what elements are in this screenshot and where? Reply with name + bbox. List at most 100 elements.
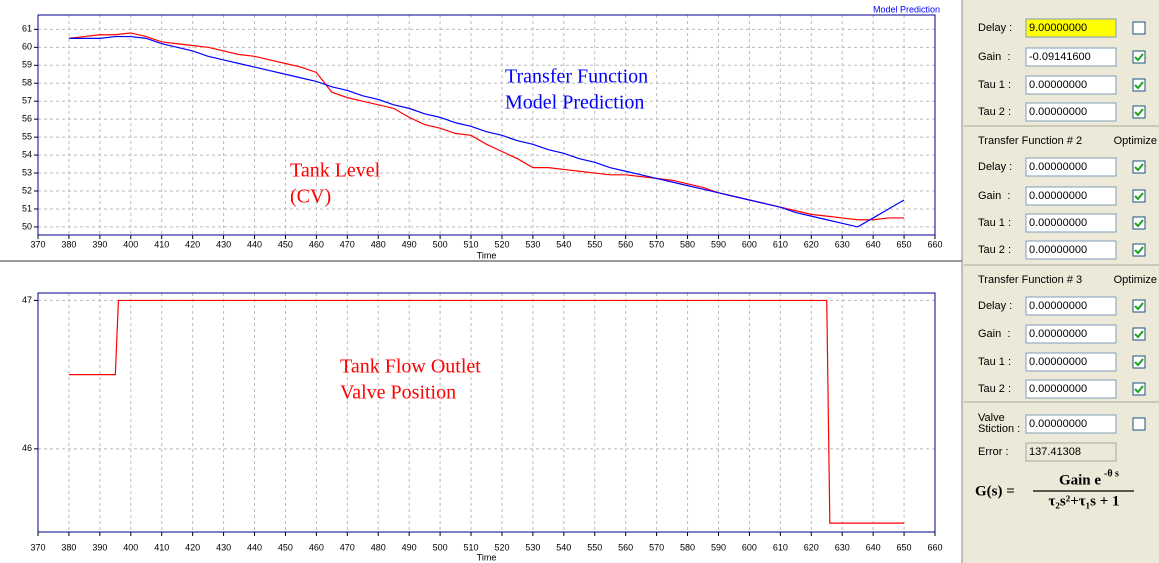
- check-mark: [1134, 219, 1144, 228]
- y-tick-label: 53: [22, 167, 32, 177]
- y-tick-label: 50: [22, 221, 32, 231]
- field-label: Delay :: [978, 22, 1012, 34]
- checkbox[interactable]: [1132, 299, 1146, 313]
- input-box[interactable]: [1025, 18, 1117, 38]
- series-line: [68, 35, 905, 228]
- x-tick-label: 540: [556, 542, 571, 552]
- input-value: 0.00000000: [1029, 190, 1087, 202]
- checkbox[interactable]: [1132, 417, 1146, 431]
- input-box[interactable]: [1025, 296, 1117, 316]
- x-axis-label: Time: [477, 250, 497, 260]
- checkbox[interactable]: [1132, 382, 1146, 396]
- input-value: 0.00000000: [1029, 418, 1087, 430]
- checkbox[interactable]: [1132, 21, 1146, 35]
- y-tick-label: 46: [22, 443, 32, 453]
- input-value: -0.09141600: [1029, 51, 1091, 63]
- checkbox[interactable]: [1132, 160, 1146, 174]
- checkbox[interactable]: [1132, 243, 1146, 257]
- section-option: Optimize: [1114, 274, 1157, 286]
- check-mark: [1134, 246, 1144, 255]
- field-label: Tau 1 :: [978, 79, 1011, 91]
- input-box[interactable]: [1025, 47, 1117, 67]
- x-tick-label: 650: [897, 542, 912, 552]
- check-mark: [1134, 163, 1144, 172]
- x-tick-label: 560: [618, 239, 633, 249]
- x-tick-label: 510: [464, 239, 479, 249]
- x-tick-label: 470: [340, 239, 355, 249]
- checkbox[interactable]: [1132, 355, 1146, 369]
- input-box[interactable]: [1025, 352, 1117, 372]
- input-value: 0.00000000: [1029, 79, 1087, 91]
- x-tick-label: 410: [154, 542, 169, 552]
- checkbox[interactable]: [1132, 216, 1146, 230]
- input-value: 0.00000000: [1029, 106, 1087, 118]
- x-tick-label: 400: [123, 239, 138, 249]
- input-value: 9.00000000: [1029, 22, 1087, 34]
- check-mark: [1134, 302, 1144, 311]
- input-box[interactable]: [1025, 102, 1117, 122]
- x-tick-label: 650: [897, 239, 912, 249]
- input-box[interactable]: [1025, 379, 1117, 399]
- annotation: Transfer Function: [505, 66, 648, 88]
- y-tick-label: 52: [22, 185, 32, 195]
- formula-lhs: G(s) =: [975, 483, 1015, 499]
- readonly-box: [1025, 442, 1117, 462]
- x-tick-label: 560: [618, 542, 633, 552]
- input-box[interactable]: [1025, 324, 1117, 344]
- x-tick-label: 660: [927, 239, 942, 249]
- y-tick-label: 61: [22, 24, 32, 34]
- input-box[interactable]: [1025, 186, 1117, 206]
- x-tick-label: 570: [649, 239, 664, 249]
- checkbox[interactable]: [1132, 78, 1146, 92]
- formula-numerator: Gain e: [1059, 472, 1101, 488]
- checkbox[interactable]: [1132, 327, 1146, 341]
- x-tick-label: 450: [278, 239, 293, 249]
- x-tick-label: 540: [556, 239, 571, 249]
- x-tick-label: 610: [773, 542, 788, 552]
- x-tick-label: 460: [309, 239, 324, 249]
- x-tick-label: 530: [525, 239, 540, 249]
- x-tick-label: 630: [835, 542, 850, 552]
- x-tick-label: 620: [804, 542, 819, 552]
- checkbox[interactable]: [1132, 105, 1146, 119]
- x-tick-label: 580: [680, 239, 695, 249]
- input-value: 0.00000000: [1029, 244, 1087, 256]
- input-value: 0.00000000: [1029, 356, 1087, 368]
- x-tick-label: 550: [587, 239, 602, 249]
- checkbox[interactable]: [1132, 50, 1146, 64]
- y-tick-label: 60: [22, 42, 32, 52]
- checkbox[interactable]: [1132, 189, 1146, 203]
- annotation: Valve Position: [340, 382, 456, 404]
- y-tick-label: 58: [22, 78, 32, 88]
- input-box[interactable]: [1025, 75, 1117, 95]
- input-box[interactable]: [1025, 157, 1117, 177]
- y-tick-label: 54: [22, 149, 32, 159]
- x-tick-label: 590: [711, 542, 726, 552]
- check-mark: [1134, 108, 1144, 117]
- input-box[interactable]: [1025, 213, 1117, 233]
- annotation: (CV): [290, 186, 331, 208]
- x-tick-label: 490: [402, 239, 417, 249]
- x-tick-label: 580: [680, 542, 695, 552]
- x-tick-label: 480: [371, 239, 386, 249]
- field-label: Tau 1 :: [978, 217, 1011, 229]
- x-tick-label: 430: [216, 239, 231, 249]
- input-box[interactable]: [1025, 414, 1117, 434]
- x-tick-label: 630: [835, 239, 850, 249]
- y-tick-label: 55: [22, 131, 32, 141]
- x-tick-label: 400: [123, 542, 138, 552]
- x-tick-label: 640: [866, 239, 881, 249]
- field-label: Gain :: [978, 190, 1010, 202]
- x-tick-label: 520: [494, 239, 509, 249]
- check-mark: [1134, 330, 1144, 339]
- x-axis-label: Time: [477, 552, 497, 562]
- x-tick-label: 420: [185, 542, 200, 552]
- y-tick-label: 51: [22, 203, 32, 213]
- x-tick-label: 570: [649, 542, 664, 552]
- plot-area: [38, 15, 935, 235]
- field-label: Tau 2 :: [978, 383, 1011, 395]
- x-tick-label: 500: [433, 542, 448, 552]
- input-box[interactable]: [1025, 240, 1117, 260]
- input-value: 0.00000000: [1029, 161, 1087, 173]
